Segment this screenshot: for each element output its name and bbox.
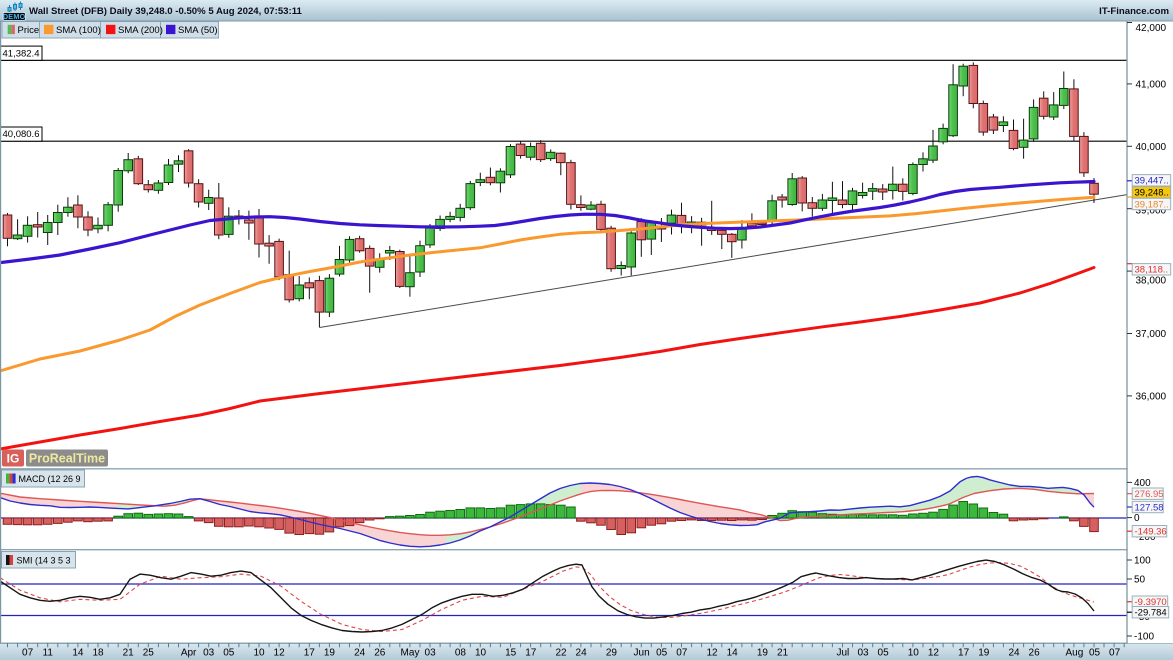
svg-text:SMI (14 3 5 3: SMI (14 3 5 3 bbox=[17, 555, 71, 565]
svg-text:08: 08 bbox=[455, 648, 467, 659]
svg-text:Jun: Jun bbox=[634, 648, 650, 659]
svg-text:12: 12 bbox=[928, 648, 940, 659]
svg-text:41,000: 41,000 bbox=[1136, 79, 1167, 90]
svg-text:24: 24 bbox=[576, 648, 588, 659]
svg-text:MACD (12 26 9: MACD (12 26 9 bbox=[19, 474, 81, 484]
svg-text:Wall Street (DFB) Daily 39,248: Wall Street (DFB) Daily 39,248.0 -0.50% … bbox=[29, 6, 302, 17]
svg-text:19: 19 bbox=[978, 648, 990, 659]
svg-text:40,000: 40,000 bbox=[1136, 142, 1167, 153]
svg-text:15: 15 bbox=[505, 648, 517, 659]
svg-text:36,000: 36,000 bbox=[1136, 391, 1167, 402]
svg-text:40,080.6: 40,080.6 bbox=[3, 129, 40, 140]
svg-text:276.95: 276.95 bbox=[1135, 489, 1164, 500]
svg-text:39,000: 39,000 bbox=[1136, 205, 1167, 216]
svg-text:29: 29 bbox=[606, 648, 618, 659]
svg-text:SMA (100): SMA (100) bbox=[56, 25, 101, 36]
svg-text:26: 26 bbox=[1029, 648, 1041, 659]
svg-text:-100: -100 bbox=[1134, 632, 1154, 643]
svg-text:17: 17 bbox=[525, 648, 537, 659]
svg-text:39,248..: 39,248.. bbox=[1135, 188, 1169, 199]
svg-text:38,000: 38,000 bbox=[1136, 276, 1167, 287]
svg-text:127.58: 127.58 bbox=[1135, 502, 1164, 513]
svg-text:39,187..: 39,187.. bbox=[1135, 199, 1169, 210]
svg-text:-9.3970: -9.3970 bbox=[1135, 597, 1167, 608]
svg-text:Price: Price bbox=[18, 25, 40, 36]
svg-text:17: 17 bbox=[304, 648, 316, 659]
svg-text:14: 14 bbox=[727, 648, 739, 659]
svg-text:24: 24 bbox=[1008, 648, 1020, 659]
svg-text:17: 17 bbox=[958, 648, 970, 659]
svg-text:IG: IG bbox=[7, 452, 20, 466]
svg-text:07: 07 bbox=[1109, 648, 1121, 659]
svg-text:18: 18 bbox=[92, 648, 104, 659]
svg-text:ProRealTime: ProRealTime bbox=[29, 452, 105, 466]
svg-text:10: 10 bbox=[908, 648, 920, 659]
svg-text:SMA (200): SMA (200) bbox=[118, 25, 163, 36]
svg-text:DEMO: DEMO bbox=[3, 12, 26, 21]
svg-text:10: 10 bbox=[475, 648, 487, 659]
svg-text:05: 05 bbox=[223, 648, 235, 659]
svg-text:12: 12 bbox=[706, 648, 718, 659]
svg-text:0: 0 bbox=[1134, 513, 1140, 524]
svg-text:IT-Finance.com: IT-Finance.com bbox=[1099, 6, 1169, 17]
svg-text:19: 19 bbox=[757, 648, 769, 659]
svg-text:-29.784: -29.784 bbox=[1135, 608, 1167, 619]
svg-text:03: 03 bbox=[857, 648, 869, 659]
svg-text:21: 21 bbox=[777, 648, 789, 659]
svg-text:37,000: 37,000 bbox=[1136, 329, 1167, 340]
svg-text:22: 22 bbox=[555, 648, 567, 659]
svg-text:24: 24 bbox=[354, 648, 366, 659]
svg-text:25: 25 bbox=[143, 648, 155, 659]
svg-text:21: 21 bbox=[123, 648, 135, 659]
svg-text:100: 100 bbox=[1134, 556, 1151, 567]
svg-text:11: 11 bbox=[43, 648, 54, 659]
svg-text:07: 07 bbox=[22, 648, 34, 659]
svg-text:400: 400 bbox=[1134, 478, 1151, 489]
svg-text:39,447..: 39,447.. bbox=[1135, 176, 1169, 187]
svg-text:03: 03 bbox=[425, 648, 437, 659]
svg-text:Jul: Jul bbox=[837, 648, 850, 659]
svg-text:-149.36: -149.36 bbox=[1135, 527, 1167, 538]
svg-text:03: 03 bbox=[203, 648, 215, 659]
svg-text:19: 19 bbox=[324, 648, 336, 659]
svg-text:Aug: Aug bbox=[1066, 648, 1084, 659]
svg-text:05: 05 bbox=[878, 648, 890, 659]
svg-text:May: May bbox=[401, 648, 420, 659]
svg-text:SMA (50): SMA (50) bbox=[178, 25, 218, 36]
svg-text:05: 05 bbox=[656, 648, 668, 659]
svg-text:14: 14 bbox=[72, 648, 84, 659]
svg-text:42,000: 42,000 bbox=[1136, 23, 1167, 34]
svg-text:26: 26 bbox=[374, 648, 386, 659]
svg-text:50: 50 bbox=[1134, 575, 1146, 586]
svg-text:12: 12 bbox=[274, 648, 286, 659]
svg-text:10: 10 bbox=[253, 648, 265, 659]
svg-text:Apr: Apr bbox=[181, 648, 197, 659]
svg-text:05: 05 bbox=[1089, 648, 1101, 659]
svg-text:41,382.4: 41,382.4 bbox=[3, 48, 40, 59]
svg-text:07: 07 bbox=[676, 648, 688, 659]
svg-text:38,118..: 38,118.. bbox=[1135, 265, 1169, 276]
